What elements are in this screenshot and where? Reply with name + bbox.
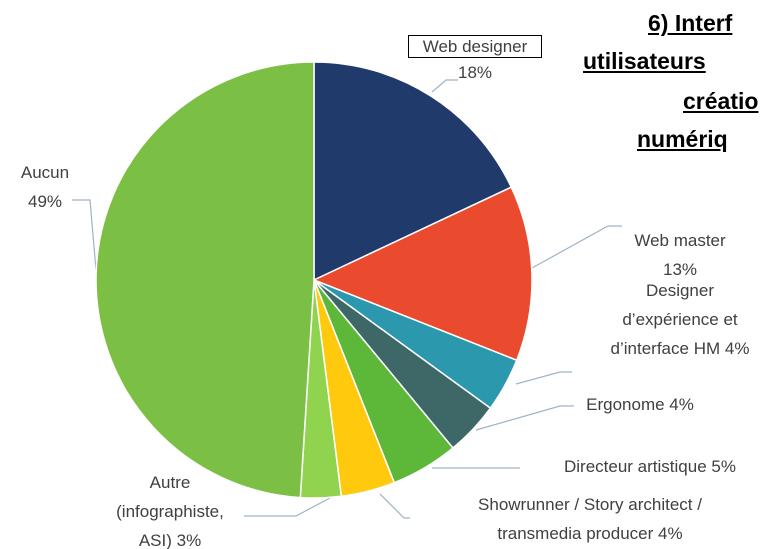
value-label: 3% (176, 531, 202, 549)
category-label: Web designer (407, 35, 543, 58)
chart-title: 6) Interf (648, 10, 733, 36)
leader-line (475, 405, 574, 431)
value-label: 49% (27, 192, 63, 211)
leader-lines (72, 79, 622, 519)
value-label: 13% (662, 260, 698, 279)
leader-line (531, 225, 622, 269)
leader-line (431, 79, 458, 93)
value-label: 4% (724, 339, 750, 358)
value-label: 18% (457, 63, 493, 82)
chart-title: créatio (683, 88, 759, 114)
category-label: Directeur artistique (564, 457, 707, 476)
slice-label: Web master 13% (620, 226, 740, 284)
pie-slice (312, 186, 533, 362)
leader-line (72, 199, 97, 271)
slice-label: Designer d’expérience et d’interface HM … (598, 276, 763, 363)
slice-label: Aucun 49% (10, 158, 80, 216)
chart-title: utilisateurs (583, 48, 706, 74)
pie-slice (95, 61, 315, 499)
value-label: 5% (711, 457, 736, 476)
category-label: Aucun (20, 163, 70, 182)
category-label: Autre (infographiste, ASI) (116, 473, 224, 549)
value-label: 4% (658, 524, 683, 543)
slice-label: Ergonome 4% (570, 390, 710, 419)
slice-label: Web designer 18% (385, 32, 565, 85)
slice-label: Directeur artistique 5% (530, 452, 770, 481)
slice-label: Autre (infographiste, ASI) 3% (104, 468, 236, 549)
category-label: Designer d’expérience et d’interface HM (610, 281, 738, 358)
category-label: Web master (634, 231, 726, 250)
chart-title: numériq (637, 126, 728, 152)
pie-slice (313, 61, 513, 282)
value-label: 4% (669, 395, 694, 414)
category-label: Ergonome (586, 395, 665, 414)
leader-line (379, 493, 410, 519)
category-label: Showrunner / Story architect / transmedi… (478, 495, 702, 543)
slice-label: Showrunner / Story architect / transmedi… (440, 490, 740, 548)
leader-line (515, 371, 572, 385)
leader-line (244, 497, 331, 517)
